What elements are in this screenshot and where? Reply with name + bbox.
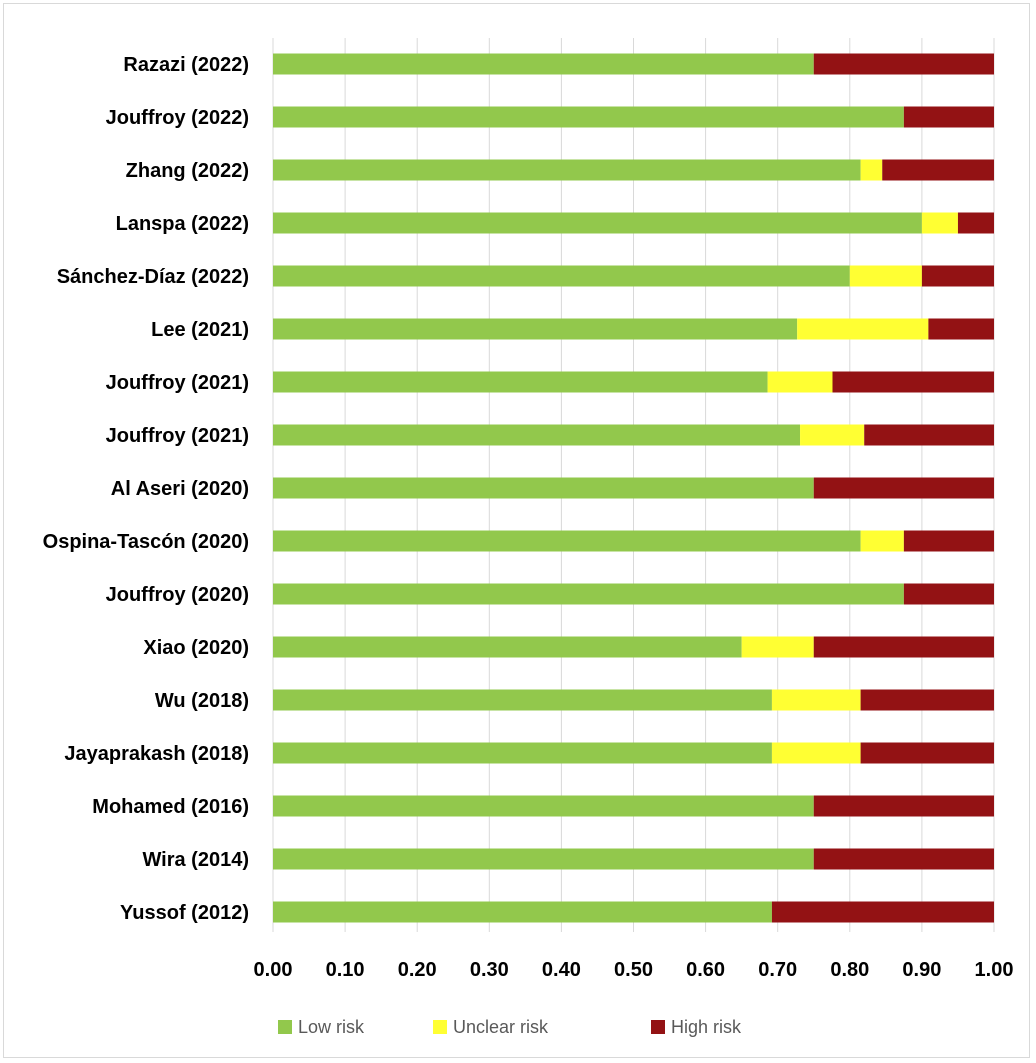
high-risk-bar-segment — [928, 318, 994, 340]
low-risk-bar-segment — [273, 795, 814, 817]
category-label: Jouffroy (2022) — [106, 107, 249, 129]
low-risk-bar-segment — [273, 159, 861, 181]
high-risk-bar-segment — [957, 212, 994, 234]
category-label: Yussof (2012) — [120, 902, 249, 924]
low-risk-bar-segment — [273, 212, 922, 234]
x-tick-label: 0.50 — [614, 959, 653, 981]
x-tick-label: 0.00 — [254, 959, 293, 981]
category-label: Jayaprakash (2018) — [64, 743, 249, 765]
low-risk-bar-segment — [273, 477, 814, 499]
high-risk-bar-segment — [903, 106, 994, 128]
high-risk-bar-segment — [860, 742, 994, 764]
high-risk-bar-segment — [813, 477, 994, 499]
category-label: Jouffroy (2020) — [106, 584, 249, 606]
high-risk-bar-segment — [903, 583, 994, 605]
low-risk-bar-segment — [273, 530, 861, 552]
low-risk-bar-segment — [273, 318, 798, 340]
unclear-risk-bar-segment — [771, 742, 861, 764]
low-risk-bar-segment — [273, 265, 850, 287]
high-risk-bar-segment — [813, 53, 994, 75]
low-risk-bar-segment — [273, 689, 772, 711]
category-label: Al Aseri (2020) — [111, 478, 249, 500]
high-risk-bar-segment — [860, 689, 994, 711]
category-label: Jouffroy (2021) — [106, 372, 249, 394]
category-label: Lee (2021) — [151, 319, 249, 341]
low-risk-bar-segment — [273, 424, 801, 446]
unclear-risk-bar-segment — [800, 424, 865, 446]
low-risk-bar-segment — [273, 636, 742, 658]
unclear-risk-bar-segment — [860, 159, 883, 181]
low-risk-bar-segment — [273, 106, 904, 128]
x-tick-label: 0.90 — [902, 959, 941, 981]
x-tick-label: 1.00 — [975, 959, 1014, 981]
x-tick-label: 0.40 — [542, 959, 581, 981]
x-tick-label: 0.20 — [398, 959, 437, 981]
category-label: Mohamed (2016) — [92, 796, 249, 818]
unclear-risk-bar-segment — [860, 530, 904, 552]
category-label: Jouffroy (2021) — [106, 425, 249, 447]
low-risk-bar-segment — [273, 742, 772, 764]
category-label: Ospina-Tascón (2020) — [43, 531, 249, 553]
unclear-risk-bar-segment — [921, 212, 958, 234]
unclear-risk-bar-segment — [771, 689, 861, 711]
high-risk-bar-segment — [921, 265, 994, 287]
high-risk-bar-segment — [813, 848, 994, 870]
high-risk-bar-segment — [771, 901, 994, 923]
legend-swatch — [278, 1020, 292, 1034]
high-risk-bar-segment — [813, 636, 994, 658]
legend-swatch — [433, 1020, 447, 1034]
unclear-risk-bar-segment — [849, 265, 922, 287]
legend-label: Unclear risk — [453, 1017, 549, 1037]
high-risk-bar-segment — [832, 371, 994, 393]
high-risk-bar-segment — [882, 159, 994, 181]
high-risk-bar-segment — [903, 530, 994, 552]
x-tick-label: 0.10 — [326, 959, 365, 981]
legend-label: Low risk — [298, 1017, 365, 1037]
low-risk-bar-segment — [273, 901, 772, 923]
unclear-risk-bar-segment — [767, 371, 833, 393]
category-label: Sánchez-Díaz (2022) — [57, 266, 249, 288]
bars — [273, 53, 994, 923]
x-axis-tick-labels: 0.00 0.10 0.20 0.30 0.40 0.50 0.60 0.70 0.80 0.90… — [254, 959, 1014, 981]
x-tick-label: 0.80 — [830, 959, 869, 981]
x-tick-label: 0.60 — [686, 959, 725, 981]
category-label: Razazi (2022) — [123, 54, 249, 76]
low-risk-bar-segment — [273, 371, 768, 393]
category-label: Wira (2014) — [142, 849, 249, 871]
x-tick-label: 0.70 — [758, 959, 797, 981]
category-label: Lanspa (2022) — [116, 213, 249, 235]
unclear-risk-bar-segment — [741, 636, 814, 658]
category-labels: Razazi (2022) Jouffroy (2022) Zhang (2022)… — [43, 54, 249, 924]
legend: Low risk Unclear risk High risk — [278, 1017, 742, 1037]
high-risk-bar-segment — [864, 424, 994, 446]
low-risk-bar-segment — [273, 53, 814, 75]
high-risk-bar-segment — [813, 795, 994, 817]
legend-label: High risk — [671, 1017, 742, 1037]
category-label: Wu (2018) — [155, 690, 249, 712]
low-risk-bar-segment — [273, 583, 904, 605]
unclear-risk-bar-segment — [797, 318, 929, 340]
category-label: Zhang (2022) — [126, 160, 249, 182]
legend-swatch — [651, 1020, 665, 1034]
category-label: Xiao (2020) — [143, 637, 249, 659]
low-risk-bar-segment — [273, 848, 814, 870]
x-tick-label: 0.30 — [470, 959, 509, 981]
